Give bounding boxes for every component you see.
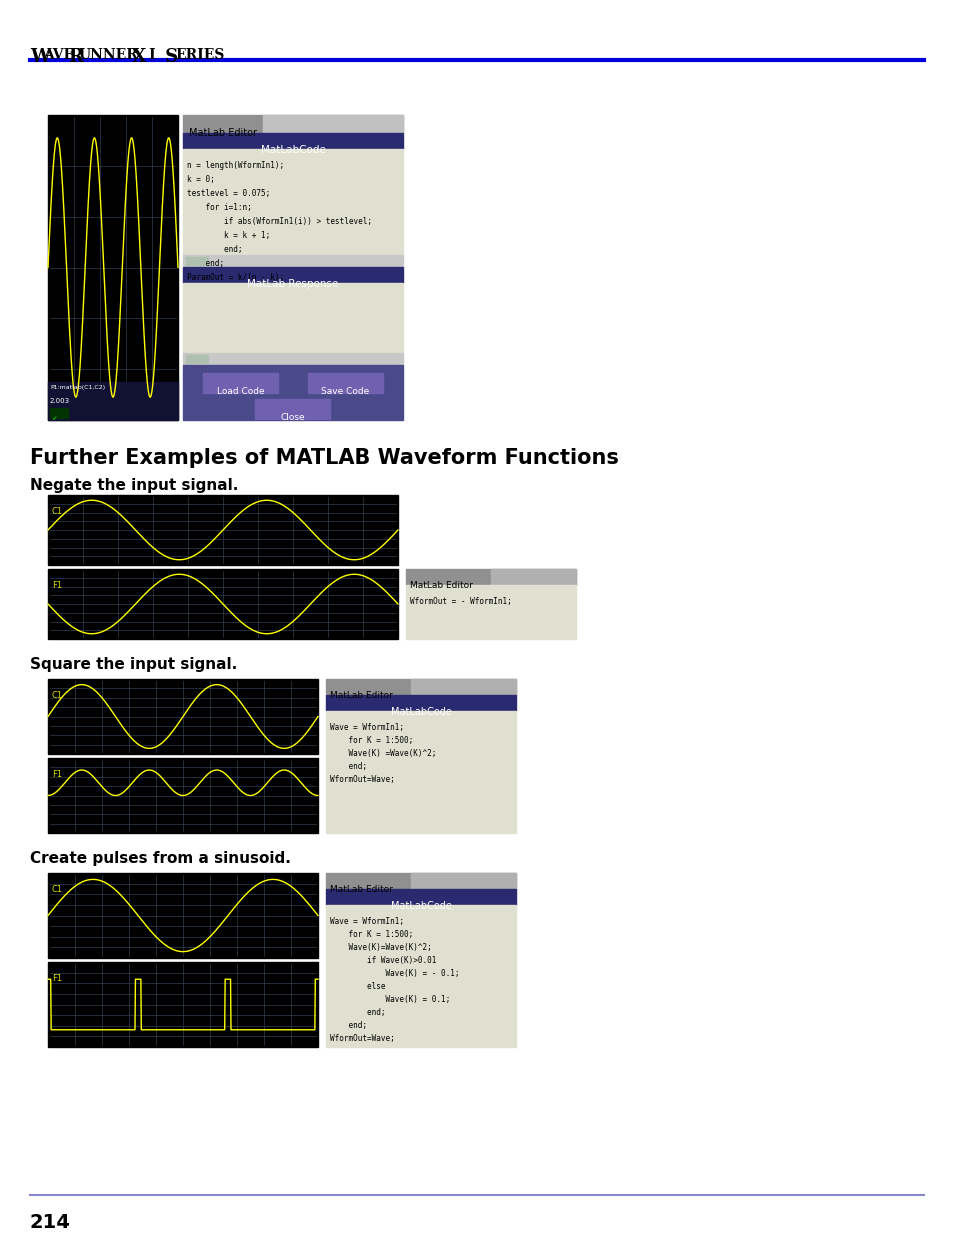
Text: Negate the input signal.: Negate the input signal.: [30, 478, 238, 493]
Text: C1: C1: [52, 508, 63, 516]
Bar: [48, 115, 178, 420]
Bar: [183, 353, 402, 366]
Bar: [183, 149, 402, 254]
Text: MatLab Editor: MatLab Editor: [330, 692, 393, 700]
Bar: [326, 679, 516, 695]
Text: MatLab Editor: MatLab Editor: [189, 128, 256, 138]
Text: ERIES: ERIES: [174, 48, 224, 62]
Text: Create pulses from a sinusoid.: Create pulses from a sinusoid.: [30, 851, 291, 866]
Bar: [326, 905, 516, 1047]
Text: end;: end;: [187, 259, 224, 268]
Text: WformOut=Wave;: WformOut=Wave;: [330, 1034, 395, 1044]
Text: MatLab Editor: MatLab Editor: [410, 580, 473, 590]
Text: end;: end;: [330, 1021, 367, 1030]
Bar: [48, 382, 178, 420]
Text: Wave = WformIn1;: Wave = WformIn1;: [330, 918, 403, 926]
Text: MatLabCode: MatLabCode: [260, 144, 325, 156]
Text: for i=1:n;: for i=1:n;: [187, 203, 252, 212]
Bar: [48, 569, 397, 638]
Bar: [183, 267, 402, 283]
Text: k = 0;: k = 0;: [187, 175, 214, 184]
Bar: [48, 962, 317, 1047]
Text: if abs(WformIn1(i)) > testlevel;: if abs(WformIn1(i)) > testlevel;: [187, 217, 372, 226]
Bar: [183, 254, 402, 267]
Bar: [183, 115, 402, 133]
Text: F1: F1: [52, 974, 62, 983]
Bar: [326, 873, 516, 889]
Text: UNNER: UNNER: [79, 48, 138, 62]
Bar: [406, 585, 576, 638]
Text: Further Examples of MATLAB Waveform Functions: Further Examples of MATLAB Waveform Func…: [30, 448, 618, 468]
Bar: [411, 679, 516, 695]
Text: testlevel = 0.075;: testlevel = 0.075;: [187, 189, 270, 198]
Text: if Wave(K)>0.01: if Wave(K)>0.01: [330, 956, 436, 965]
Bar: [491, 569, 576, 585]
Text: Wave(K) = 0.1;: Wave(K) = 0.1;: [330, 995, 450, 1004]
Bar: [183, 283, 402, 353]
Text: X: X: [126, 48, 146, 65]
Text: end;: end;: [330, 762, 367, 771]
Text: WformOut=Wave;: WformOut=Wave;: [330, 776, 395, 784]
Bar: [183, 366, 402, 420]
Text: MatLabCode: MatLabCode: [390, 706, 451, 718]
Bar: [326, 695, 516, 711]
Text: WformOut = - WformIn1;: WformOut = - WformIn1;: [410, 597, 511, 606]
Bar: [48, 679, 317, 755]
Text: F1: F1: [52, 580, 62, 590]
Text: ✓: ✓: [52, 416, 58, 422]
Text: Wave(K) = - 0.1;: Wave(K) = - 0.1;: [330, 969, 459, 978]
Text: 214: 214: [30, 1213, 71, 1233]
Bar: [183, 133, 402, 149]
Text: for K = 1:500;: for K = 1:500;: [330, 736, 413, 745]
Bar: [48, 495, 397, 564]
Bar: [186, 257, 208, 266]
Bar: [326, 711, 516, 832]
Bar: [255, 399, 330, 419]
Text: I: I: [148, 48, 154, 62]
Bar: [48, 873, 317, 958]
Text: S: S: [159, 48, 178, 65]
Text: MatLab Editor: MatLab Editor: [330, 885, 393, 894]
Text: C1: C1: [52, 885, 63, 894]
Bar: [203, 373, 277, 393]
Text: F1: F1: [52, 769, 62, 779]
Text: 2.003: 2.003: [50, 398, 71, 404]
Text: R: R: [68, 48, 83, 65]
Text: Wave(K)=Wave(K)^2;: Wave(K)=Wave(K)^2;: [330, 944, 432, 952]
Text: Save Code: Save Code: [321, 387, 369, 396]
Text: Close: Close: [280, 412, 305, 422]
Text: Load Code: Load Code: [216, 387, 264, 396]
Bar: [411, 873, 516, 889]
Bar: [406, 569, 576, 585]
Text: C1: C1: [52, 692, 63, 700]
Bar: [263, 115, 402, 133]
Text: MatLabCode: MatLabCode: [390, 902, 451, 911]
Text: for K = 1:500;: for K = 1:500;: [330, 930, 413, 939]
Text: else: else: [330, 982, 385, 990]
Text: ParamOut = k/(n - k);: ParamOut = k/(n - k);: [187, 273, 284, 282]
Bar: [50, 408, 68, 417]
Text: end;: end;: [330, 1008, 385, 1016]
Text: k = k + 1;: k = k + 1;: [187, 231, 270, 240]
Text: Square the input signal.: Square the input signal.: [30, 657, 237, 672]
Bar: [48, 758, 317, 832]
Text: MatLab Response: MatLab Response: [247, 279, 338, 289]
Text: Wave(K) =Wave(K)^2;: Wave(K) =Wave(K)^2;: [330, 748, 436, 758]
Bar: [186, 354, 208, 363]
Text: n = length(WformIn1);: n = length(WformIn1);: [187, 161, 284, 170]
Bar: [308, 373, 382, 393]
Text: W: W: [30, 48, 51, 65]
Text: Wave = WformIn1;: Wave = WformIn1;: [330, 722, 403, 732]
Text: end;: end;: [187, 245, 242, 254]
Text: AVE: AVE: [43, 48, 74, 62]
Text: P1:matlab(C1,C2): P1:matlab(C1,C2): [50, 385, 105, 390]
Bar: [326, 889, 516, 905]
